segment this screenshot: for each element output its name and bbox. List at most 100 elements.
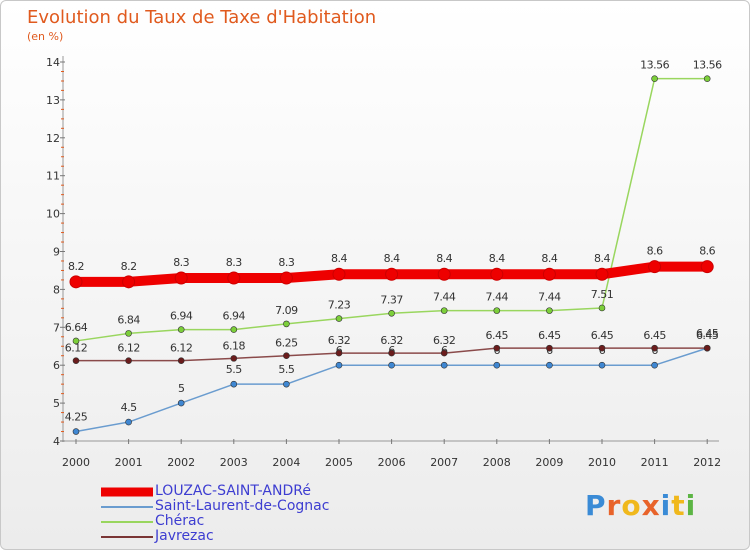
y-tick-label: 5	[53, 397, 60, 410]
data-label-saint-laurent-de-cognac: 4.5	[121, 401, 137, 414]
data-point-louzac-saint-andr	[700, 260, 714, 274]
legend-label: Chérac	[155, 513, 205, 529]
data-point-saint-laurent-de-cognac	[230, 380, 238, 388]
data-point-louzac-saint-andr	[595, 267, 609, 281]
data-point-saint-laurent-de-cognac	[177, 399, 185, 407]
data-point-ch-rac	[125, 330, 132, 337]
data-point-ch-rac	[440, 307, 448, 314]
x-tick-label: 2009	[535, 456, 563, 469]
data-label-ch-rac: 7.51	[591, 288, 614, 301]
y-tick-label: 13	[46, 94, 60, 107]
x-tick-label: 2011	[641, 456, 669, 469]
x-tick-label: 2005	[325, 456, 353, 469]
data-label-javrezac: 6.45	[486, 329, 509, 342]
data-label-ch-rac: 7.44	[486, 291, 509, 304]
data-point-ch-rac	[335, 315, 343, 322]
data-label-louzac-saint-andr: 8.3	[173, 256, 189, 269]
data-point-ch-rac	[72, 337, 80, 345]
data-point-ch-rac	[703, 75, 711, 82]
y-tick-label: 6	[53, 359, 60, 372]
x-tick-label: 2008	[483, 456, 511, 469]
legend-swatch	[101, 520, 153, 523]
y-tick-label: 12	[46, 132, 60, 145]
data-point-javrezac	[440, 349, 448, 357]
x-tick-label: 2000	[62, 456, 90, 469]
data-point-javrezac	[703, 344, 711, 352]
y-tick-label: 14	[46, 56, 60, 69]
data-label-javrezac: 6.45	[696, 329, 719, 342]
x-tick-label: 2006	[378, 456, 406, 469]
legend-label: Saint-Laurent-de-Cognac	[155, 498, 330, 514]
data-point-javrezac	[546, 344, 553, 352]
y-tick-label: 7	[53, 321, 60, 334]
data-point-saint-laurent-de-cognac	[125, 418, 132, 426]
data-label-javrezac: 6.32	[433, 334, 456, 347]
legend-swatch	[101, 535, 153, 538]
data-point-javrezac	[388, 349, 395, 357]
data-point-javrezac	[283, 352, 290, 360]
data-label-javrezac: 6.32	[380, 334, 403, 347]
data-label-saint-laurent-de-cognac: 4.25	[65, 411, 88, 424]
data-point-louzac-saint-andr	[227, 271, 241, 285]
data-label-javrezac: 6.12	[170, 342, 193, 355]
data-label-javrezac: 6.45	[538, 329, 561, 342]
logo-letter: i	[660, 489, 672, 522]
data-point-saint-laurent-de-cognac	[440, 361, 448, 369]
data-label-javrezac: 6.45	[643, 329, 666, 342]
data-label-ch-rac: 6.64	[65, 321, 88, 334]
data-label-javrezac: 6.32	[328, 334, 351, 347]
data-label-ch-rac: 6.94	[223, 310, 246, 323]
logo-letter: r	[606, 489, 622, 522]
data-label-ch-rac: 13.56	[640, 59, 669, 72]
data-point-louzac-saint-andr	[279, 271, 293, 285]
data-label-saint-laurent-de-cognac: 5.5	[278, 363, 294, 376]
data-label-javrezac: 6.12	[117, 342, 140, 355]
logo-letter: x	[641, 489, 661, 522]
data-label-louzac-saint-andr: 8.4	[331, 252, 347, 265]
data-point-javrezac	[335, 349, 343, 357]
data-point-louzac-saint-andr	[648, 260, 662, 274]
data-point-saint-laurent-de-cognac	[283, 380, 290, 388]
x-tick-label: 2003	[220, 456, 248, 469]
data-label-saint-laurent-de-cognac: 5.5	[226, 363, 242, 376]
data-point-ch-rac	[493, 307, 501, 314]
data-point-louzac-saint-andr	[332, 267, 346, 281]
data-label-louzac-saint-andr: 8.2	[68, 260, 84, 273]
data-point-louzac-saint-andr	[490, 267, 504, 281]
x-tick-label: 2004	[272, 456, 300, 469]
y-tick-label: 11	[46, 170, 60, 183]
y-tick-label: 9	[53, 246, 60, 259]
data-label-ch-rac: 7.44	[433, 291, 456, 304]
data-point-saint-laurent-de-cognac	[335, 361, 343, 369]
data-label-louzac-saint-andr: 8.6	[647, 245, 663, 258]
data-label-louzac-saint-andr: 8.4	[541, 252, 557, 265]
logo-letter: P	[585, 489, 607, 522]
data-point-javrezac	[651, 344, 658, 352]
logo-letter: i	[685, 489, 697, 522]
data-point-louzac-saint-andr	[122, 275, 136, 289]
x-tick-label: 2012	[693, 456, 721, 469]
data-point-ch-rac	[283, 320, 290, 328]
data-point-ch-rac	[546, 307, 553, 314]
data-point-javrezac	[125, 357, 132, 364]
x-tick-label: 2007	[430, 456, 458, 469]
data-point-ch-rac	[651, 75, 658, 82]
data-label-louzac-saint-andr: 8.3	[278, 256, 294, 269]
data-label-louzac-saint-andr: 8.4	[489, 252, 505, 265]
data-label-ch-rac: 7.37	[380, 293, 403, 306]
data-point-saint-laurent-de-cognac	[651, 361, 658, 369]
data-label-saint-laurent-de-cognac: 6.45	[696, 327, 719, 340]
data-point-louzac-saint-andr	[542, 267, 556, 281]
data-point-saint-laurent-de-cognac	[598, 361, 606, 369]
data-point-louzac-saint-andr	[174, 271, 188, 285]
x-tick-label: 2001	[115, 456, 143, 469]
data-label-javrezac: 6.12	[65, 342, 88, 355]
legend-swatch	[101, 487, 153, 496]
legend-label: LOUZAC-SAINT-ANDRé	[155, 483, 311, 499]
data-point-saint-laurent-de-cognac	[493, 361, 501, 369]
x-tick-label: 2010	[588, 456, 616, 469]
logo-letter: o	[621, 489, 642, 522]
data-point-javrezac	[493, 344, 501, 352]
